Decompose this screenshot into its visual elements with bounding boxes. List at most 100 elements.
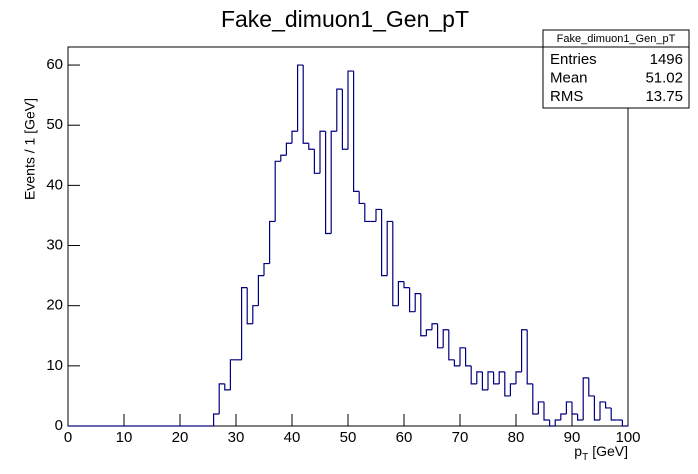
histogram-bin [565,401,572,414]
histogram-bin [577,413,584,421]
histogram-bin [341,89,348,150]
histogram-bin [246,287,253,325]
histogram-bin [493,371,500,385]
histogram-bin [353,71,360,192]
histogram-bin [453,359,460,367]
x-tick-label: 70 [452,429,469,446]
histogram-bin [498,371,505,384]
histogram-bin [263,262,270,276]
histogram-bin [274,160,281,222]
histogram-bin [213,413,220,426]
histogram-bin [364,203,371,223]
x-tick-label: 80 [508,429,525,446]
histogram-bin [319,130,326,174]
stats-value: 13.75 [645,88,683,105]
x-label-sub: T [582,452,588,463]
x-tick-label: 100 [615,429,640,446]
histogram-bin [302,65,309,144]
stats-title: Fake_dimuon1_Gen_pT [557,33,676,45]
histogram-bin [325,131,332,235]
histogram-bin [610,407,617,421]
x-tick-label: 30 [228,429,245,446]
y-tick-label: 40 [46,176,63,193]
histogram-bin [526,329,533,385]
histogram-bin [605,401,612,409]
histogram-bin [229,359,236,390]
x-tick-label: 10 [116,429,133,446]
histogram-bin [420,293,427,337]
histogram-bin [425,329,432,336]
histogram-bin [330,130,337,234]
histogram-bin [392,221,399,307]
x-axis-label: pT [GeV] [574,443,628,463]
histogram-bin [252,305,259,324]
histogram-bin [431,323,438,330]
x-label-main: p [574,443,582,459]
y-tick-label: 20 [46,297,63,314]
histogram-bin [224,383,231,391]
x-label-unit: [GeV] [592,443,628,459]
histogram-bin [409,287,416,313]
histogram-bin [509,383,516,396]
histogram-bin [537,401,544,414]
histogram-bin [280,154,287,162]
y-tick-label: 0 [55,417,63,434]
stats-value: 51.02 [645,69,683,86]
histogram-bin [308,143,315,150]
x-tick-label: 20 [172,429,189,446]
histogram-bin [285,142,292,156]
stats-box: Fake_dimuon1_Gen_pT Entries 1496 Mean 51.02… [542,29,690,109]
histogram-bin [386,220,393,276]
histogram-bin [621,419,628,427]
histogram-bin [297,64,304,132]
x-tick-label: 0 [64,429,72,446]
histogram-bin [593,395,600,421]
histogram-bin [397,281,404,306]
x-tick-label: 60 [396,429,413,446]
y-tick-label: 50 [46,116,63,133]
histogram-bin [465,347,472,367]
histogram-bin [554,419,561,426]
histogram-bin [532,383,539,415]
histogram-bin [470,365,477,385]
histogram-bin [543,401,550,421]
histogram-bin [218,383,225,414]
histogram-bin [381,209,388,277]
histogram-bin [504,371,511,397]
stats-value: 1496 [650,51,683,68]
histogram-bin [336,88,343,132]
x-tick-label: 50 [340,429,357,446]
histogram-bin [414,293,421,312]
histogram-bin [437,323,444,349]
histogram-bin [549,419,556,427]
histogram-bin [560,413,567,420]
histogram-bin [476,371,483,384]
histogram-bin [347,70,354,150]
histogram-bin [521,329,528,372]
histogram-bin [257,275,264,306]
histogram-bin [269,220,276,264]
histogram-bin [582,377,589,420]
histogram-bin [448,329,455,361]
histogram-bin [358,191,365,205]
histogram-bin [442,329,449,348]
y-axis-label: Events / 1 [GeV] [22,98,38,200]
y-tick-label: 10 [46,357,63,374]
stats-label: RMS [550,88,583,105]
stats-label: Mean [550,69,588,86]
histogram-bin [313,149,320,174]
histogram-bin [241,287,248,360]
x-tick-label: 90 [564,429,581,446]
stats-label: Entries [550,51,597,68]
histogram-bin [375,208,382,222]
histogram-bin [599,401,606,420]
histogram-bin [571,401,578,415]
histogram-bin [403,281,410,289]
histogram-bin [291,130,298,144]
stats-frame [542,29,690,109]
histogram-bin [459,347,466,366]
histogram-bin [481,371,488,391]
y-tick-label: 60 [46,56,63,73]
histogram-bin [487,371,494,390]
